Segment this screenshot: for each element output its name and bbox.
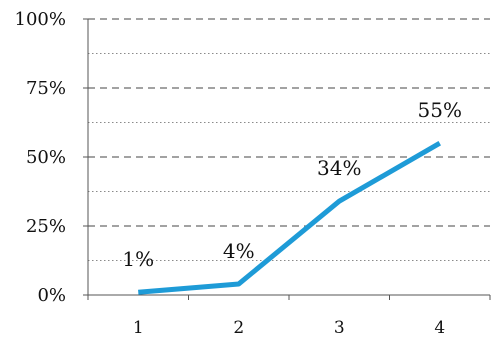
y-tick-label: 0% <box>37 285 66 306</box>
x-tick-label: 4 <box>434 318 445 338</box>
data-label: 55% <box>418 98 462 122</box>
data-label: 4% <box>223 239 255 263</box>
x-axis-tick-labels: 1 2 3 4 <box>133 318 445 338</box>
y-tick-label: 25% <box>26 216 66 237</box>
x-tick-label: 2 <box>233 318 244 338</box>
data-label: 1% <box>122 247 154 271</box>
y-axis-tick-labels: 0% 25% 50% 75% 100% <box>15 9 66 306</box>
data-label: 34% <box>317 156 361 180</box>
series-line <box>138 141 441 295</box>
data-labels: 1% 4% 34% 55% <box>122 98 462 271</box>
x-tick-label: 3 <box>334 318 345 338</box>
axes <box>83 18 491 300</box>
y-tick-label: 50% <box>26 147 66 168</box>
gridlines <box>88 18 490 261</box>
y-tick-label: 100% <box>15 9 66 30</box>
x-tick-label: 1 <box>133 318 144 338</box>
series-line-group <box>138 141 441 295</box>
y-tick-label: 75% <box>26 78 66 99</box>
